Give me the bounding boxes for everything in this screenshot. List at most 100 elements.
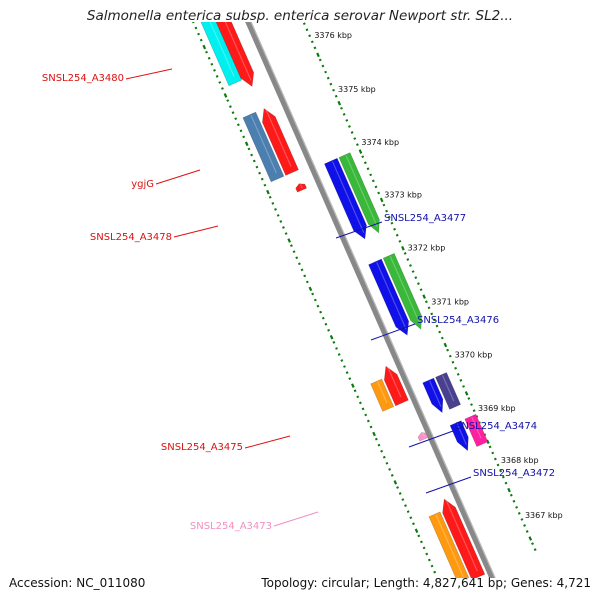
tick-mark-left	[348, 377, 352, 381]
tick-mark-left	[258, 171, 261, 175]
label-leader-line	[408, 430, 454, 448]
tick-mark-left	[337, 353, 341, 356]
gene-shade	[299, 183, 303, 189]
tick-mark-right	[326, 76, 330, 80]
tick-mark-left	[329, 334, 334, 340]
tick-mark-right	[512, 499, 516, 503]
gene-label: ygjG	[131, 179, 154, 190]
tick-mark-left	[316, 304, 320, 308]
gene-label: SNSL254_A3478	[90, 232, 172, 243]
tick-mark-right	[374, 185, 378, 189]
tick-mark-right	[520, 518, 524, 521]
tick-mark-left	[369, 425, 373, 429]
label-leader-line	[155, 169, 201, 185]
backbone-line	[245, 22, 495, 578]
tick-mark-right	[417, 282, 420, 286]
tick-mark-left	[401, 498, 405, 501]
tick-mark-left	[295, 256, 299, 260]
tick-mark-left	[321, 316, 325, 320]
tick-track-left	[185, 3, 437, 574]
gene-shade	[377, 381, 388, 404]
kbp-label: 3373 kbp	[384, 190, 422, 199]
tick-mark-right	[321, 64, 325, 68]
tick-mark-left	[414, 528, 419, 533]
tick-track-right	[302, 22, 537, 552]
tick-mark-right	[403, 252, 407, 255]
tick-mark-left	[199, 38, 203, 42]
tick-mark-left	[239, 129, 243, 133]
gene-label: SNSL254_A3477	[384, 213, 466, 224]
tick-mark-left	[406, 510, 410, 514]
tick-mark-right	[456, 372, 460, 376]
tick-mark-left	[417, 534, 421, 538]
tick-mark-left	[398, 492, 402, 495]
tick-mark-right	[409, 264, 412, 267]
tick-mark-right	[488, 445, 492, 449]
gene-shade	[456, 423, 467, 445]
tick-mark-right	[470, 403, 473, 406]
tick-mark-right	[430, 312, 434, 316]
tick-mark-right	[414, 276, 418, 279]
gene-shade	[387, 366, 402, 398]
tick-mark-right	[422, 294, 426, 299]
kbp-label: 3372 kbp	[408, 244, 446, 253]
tick-mark-left	[221, 87, 224, 90]
tick-mark-right	[467, 397, 471, 400]
tick-mark-right	[366, 167, 370, 171]
tick-mark-right	[533, 548, 537, 552]
kbp-label: 3374 kbp	[361, 138, 399, 147]
tick-mark-left	[358, 401, 362, 405]
tick-mark-right	[302, 22, 306, 26]
tick-mark-left	[236, 123, 240, 127]
genome-backbone	[245, 22, 496, 578]
label-leader-line	[425, 476, 472, 494]
tick-mark-right	[350, 131, 354, 134]
tick-mark-right	[379, 197, 384, 203]
gene-label: SNSL254_A3473	[190, 521, 272, 532]
tick-mark-left	[396, 486, 399, 489]
tick-mark-left	[252, 159, 256, 163]
tick-mark-left	[274, 208, 277, 211]
gene-feature	[442, 498, 486, 578]
tick-mark-right	[448, 354, 452, 358]
tick-mark-right	[387, 215, 391, 219]
tick-mark-left	[388, 467, 392, 471]
tick-mark-left	[247, 147, 251, 151]
label-leader-line	[173, 225, 219, 238]
label-leader-line	[370, 323, 416, 341]
tick-mark-right	[432, 318, 436, 322]
gene-shade	[445, 499, 478, 572]
tick-mark-left	[433, 570, 437, 574]
tick-mark-right	[355, 143, 359, 146]
tick-mark-right	[515, 505, 519, 509]
tick-mark-right	[472, 409, 476, 412]
tick-mark-left	[185, 3, 186, 5]
tick-mark-left	[351, 383, 355, 388]
tick-mark-right	[313, 46, 317, 50]
tick-mark-right	[507, 487, 511, 493]
tick-mark-left	[271, 201, 275, 205]
gene-feature	[200, 22, 243, 87]
gene-shade	[422, 432, 426, 438]
tick-mark-right	[324, 70, 327, 74]
kbp-label: 3371 kbp	[431, 298, 469, 307]
gene-track	[200, 22, 489, 578]
gene-feature	[295, 183, 307, 193]
tick-mark-left	[234, 117, 238, 121]
gene-label: SNSL254_A3476	[417, 315, 499, 326]
tick-mark-right	[308, 34, 312, 38]
tick-mark-right	[427, 306, 431, 310]
tick-mark-right	[353, 137, 357, 140]
tick-mark-left	[303, 274, 307, 278]
tick-mark-left	[361, 407, 365, 411]
gene-feature	[464, 413, 489, 447]
tick-mark-left	[374, 437, 378, 441]
tick-mark-right	[316, 52, 320, 58]
gene-shade	[331, 161, 365, 234]
gene-shade	[345, 155, 378, 228]
tick-mark-left	[305, 280, 309, 284]
gene-shade	[250, 115, 277, 174]
tick-mark-left	[205, 50, 208, 54]
tick-mark-right	[395, 233, 399, 237]
